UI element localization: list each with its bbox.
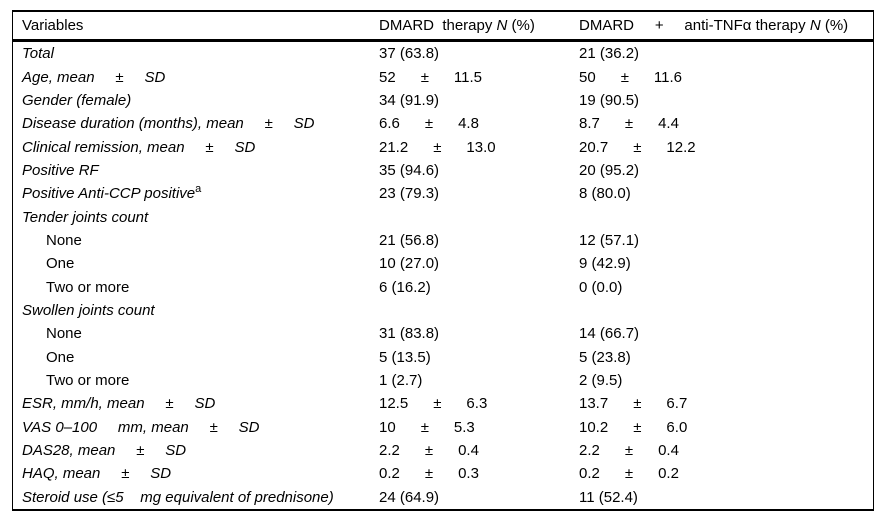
row-label: Gender (female) [22,91,132,109]
cell-dmard: 21.2 ± 13.0 [379,138,496,156]
row-label: Total [22,45,54,63]
row-label: Disease duration (months), mean ± SD [22,115,315,133]
row-label: Tender joints count [22,208,149,226]
table-row-steroid-use: Steroid use (≤5 mg equivalent of prednis… [13,486,873,509]
table-row-positive-rf: Positive RF 35 (94.6) 20 (95.2) [13,159,873,182]
row-label: Two or more [46,371,130,389]
cell-dmard-anti-tnf: 12 (57.1) [579,231,640,249]
cell-dmard: 2.2 ± 0.4 [379,442,479,460]
row-label: HAQ, mean ± SD [22,465,172,483]
cell-dmard-anti-tnf: 50 ± 11.6 [579,68,683,86]
table-row-disease-duration: Disease duration (months), mean ± SD 6.6… [13,112,873,135]
table-row-swollen-one: One 5 (13.5) 5 (23.8) [13,345,873,368]
header-dmard-anti-tnf-n-label: N [809,17,821,34]
cell-dmard-anti-tnf: 0.2 ± 0.2 [579,465,679,483]
table-row-anti-ccp: Positive Anti-CCP positivea 23 (79.3) 8 … [13,182,873,205]
cell-dmard: 24 (64.9) [379,488,440,506]
cell-dmard: 0.2 ± 0.3 [379,465,479,483]
row-label: Age, mean ± SD [22,68,166,86]
cell-dmard: 34 (91.9) [379,91,440,109]
header-dmard-therapy: DMARD therapy N (%) [379,17,579,34]
row-label: DAS28, mean ± SD [22,442,187,460]
header-dmard-anti-tnf-therapy: DMARD + anti-TNFα therapy N (%) [579,17,873,34]
table-row-swollen-none: None 31 (83.8) 14 (66.7) [13,322,873,345]
row-label: One [46,255,75,273]
cell-dmard: 6 (16.2) [379,278,431,296]
header-dmard-percent-label: (%) [507,17,535,34]
cell-dmard-anti-tnf: 19 (90.5) [579,91,640,109]
cell-dmard: 10 ± 5.3 [379,418,475,436]
row-label: None [46,231,82,249]
cell-dmard: 1 (2.7) [379,371,423,389]
table-row-total: Total 37 (63.8) 21 (36.2) [13,42,873,65]
cell-dmard-anti-tnf: 13.7 ± 6.7 [579,395,688,413]
table-row-age: Age, mean ± SD 52 ± 11.5 50 ± 11.6 [13,65,873,88]
table-row-gender: Gender (female) 34 (91.9) 19 (90.5) [13,89,873,112]
row-label: Steroid use (≤5 mg equivalent of prednis… [22,488,334,506]
row-label-text: Positive Anti-CCP positive [22,185,196,203]
cell-dmard: 52 ± 11.5 [379,68,483,86]
row-label: Positive Anti-CCP positivea [13,183,379,203]
baseline-characteristics-table: Variables DMARD therapy N (%) DMARD + an… [12,10,874,511]
row-label: Two or more [46,278,130,296]
cell-dmard: 12.5 ± 6.3 [379,395,488,413]
row-label: VAS 0–100 mm, mean ± SD [22,418,260,436]
cell-dmard-anti-tnf: 21 (36.2) [579,45,640,63]
table-row-vas: VAS 0–100 mm, mean ± SD 10 ± 5.3 10.2 ± … [13,416,873,439]
table-row-tender-two-or-more: Two or more 6 (16.2) 0 (0.0) [13,275,873,298]
row-label: Clinical remission, mean ± SD [22,138,256,156]
footnote-marker-a: a [195,183,202,196]
cell-dmard: 31 (83.8) [379,325,440,343]
cell-dmard-anti-tnf: 10.2 ± 6.0 [579,418,688,436]
cell-dmard-anti-tnf: 2 (9.5) [579,371,623,389]
table-row-tender-one: One 10 (27.0) 9 (42.9) [13,252,873,275]
cell-dmard-anti-tnf: 20 (95.2) [579,161,640,179]
cell-dmard-anti-tnf: 5 (23.8) [579,348,631,366]
header-dmard-anti-tnf-percent-label: (%) [820,17,849,34]
table-row-swollen-two-or-more: Two or more 1 (2.7) 2 (9.5) [13,369,873,392]
row-label: Swollen joints count [22,301,155,319]
cell-dmard-anti-tnf: 9 (42.9) [579,255,631,273]
cell-dmard-anti-tnf: 2.2 ± 0.4 [579,442,679,460]
header-variables: Variables [22,17,84,34]
row-label: None [46,325,82,343]
table-row-tender-none: None 21 (56.8) 12 (57.1) [13,229,873,252]
table-row-haq: HAQ, mean ± SD 0.2 ± 0.3 0.2 ± 0.2 [13,462,873,485]
table-row-das28: DAS28, mean ± SD 2.2 ± 0.4 2.2 ± 0.4 [13,439,873,462]
table-header-row: Variables DMARD therapy N (%) DMARD + an… [13,12,873,42]
cell-dmard-anti-tnf: 20.7 ± 12.2 [579,138,696,156]
row-label: Positive RF [22,161,99,179]
header-dmard-n-label: N [496,17,508,34]
cell-dmard: 6.6 ± 4.8 [379,115,479,133]
table-row-swollen-joints-count: Swollen joints count [13,299,873,322]
table-row-clinical-remission: Clinical remission, mean ± SD 21.2 ± 13.… [13,135,873,158]
cell-dmard: 10 (27.0) [379,255,440,273]
cell-dmard: 23 (79.3) [379,185,440,203]
row-label: One [46,348,75,366]
cell-dmard: 35 (94.6) [379,161,440,179]
table-row-tender-joints-count: Tender joints count [13,205,873,228]
cell-dmard-anti-tnf: 0 (0.0) [579,278,623,296]
header-dmard-therapy-text: DMARD therapy [379,17,497,34]
cell-dmard: 5 (13.5) [379,348,431,366]
cell-dmard: 21 (56.8) [379,231,440,249]
header-dmard-anti-tnf-text: DMARD + anti-TNFα therapy [579,17,810,34]
table-row-esr: ESR, mm/h, mean ± SD 12.5 ± 6.3 13.7 ± 6… [13,392,873,415]
cell-dmard-anti-tnf: 8.7 ± 4.4 [579,115,679,133]
cell-dmard-anti-tnf: 11 (52.4) [579,488,638,506]
cell-dmard: 37 (63.8) [379,45,440,63]
cell-dmard-anti-tnf: 8 (80.0) [579,185,631,203]
row-label: ESR, mm/h, mean ± SD [22,395,216,413]
cell-dmard-anti-tnf: 14 (66.7) [579,325,640,343]
